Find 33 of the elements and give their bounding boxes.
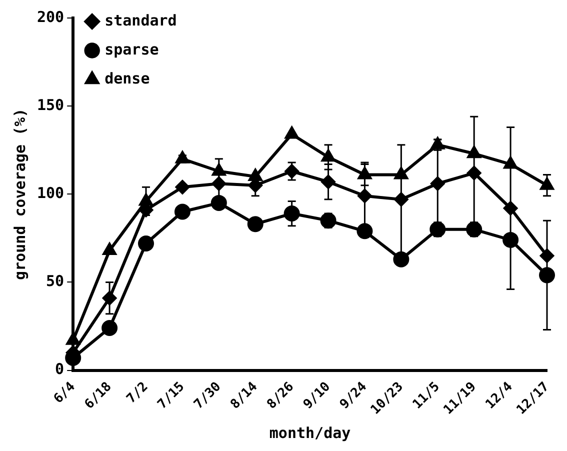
- point: [285, 126, 299, 139]
- point: [102, 243, 116, 256]
- point: [539, 267, 555, 284]
- point: [358, 167, 372, 180]
- x-axis-title: month/day: [269, 424, 351, 442]
- legend-label: sparse: [104, 40, 159, 58]
- x-tick-label: 6/4: [51, 379, 78, 407]
- point: [502, 232, 519, 248]
- point: [540, 178, 554, 190]
- point: [138, 235, 154, 252]
- point: [393, 251, 410, 268]
- point: [356, 223, 373, 240]
- legend-label: dense: [104, 69, 150, 88]
- point: [284, 206, 300, 222]
- point: [247, 216, 264, 232]
- point: [321, 174, 336, 189]
- x-tick-label: 7/2: [124, 379, 152, 407]
- point: [467, 146, 481, 158]
- point: [102, 320, 118, 336]
- legend-label: standard: [104, 11, 177, 30]
- y-tick-label: 100: [37, 184, 64, 202]
- point: [284, 164, 299, 178]
- y-axis-title: ground coverage (%): [10, 108, 29, 280]
- point: [175, 180, 190, 194]
- point: [174, 204, 190, 220]
- point: [210, 194, 227, 211]
- y-tick-label: 200: [37, 8, 64, 26]
- point: [394, 167, 408, 180]
- y-tick-label: 50: [46, 272, 64, 290]
- y-tick-label: 0: [55, 360, 64, 378]
- point: [102, 291, 117, 306]
- y-tick-label: 150: [37, 96, 64, 114]
- point: [467, 166, 482, 180]
